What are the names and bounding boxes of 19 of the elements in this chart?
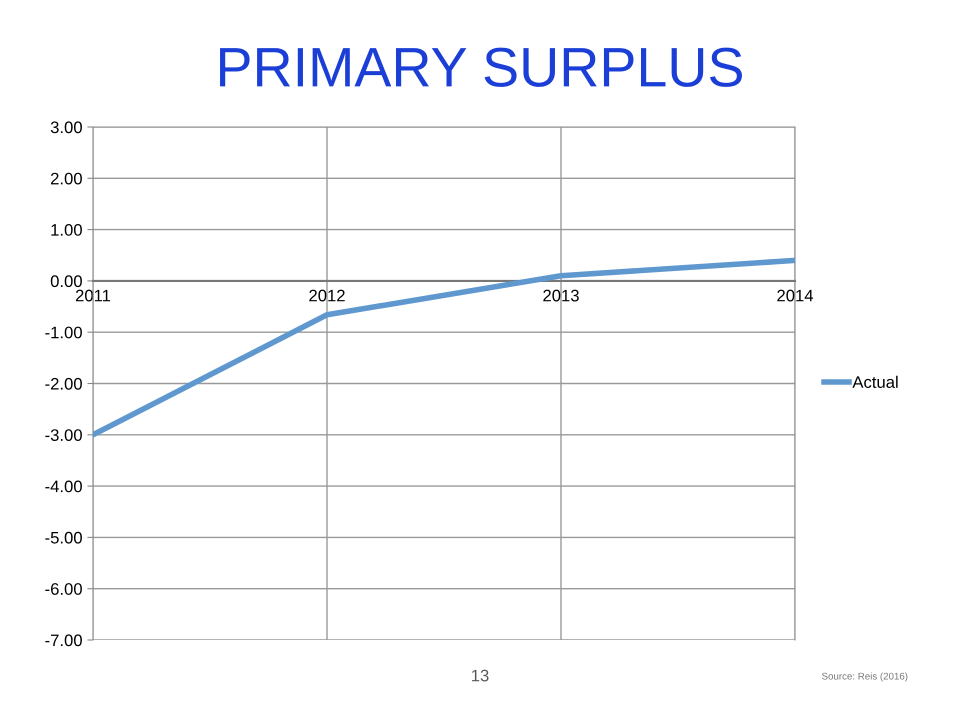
y-tick-label: -1.00 (45, 326, 82, 338)
legend-label: Actual (852, 376, 898, 388)
x-tick-label: 2013 (543, 290, 579, 302)
y-tick-label: -5.00 (45, 532, 82, 544)
y-tick-label: 2.00 (50, 172, 82, 185)
y-tick-label: -7.00 (45, 634, 82, 646)
y-tick-label: 0.00 (50, 275, 82, 288)
y-tick-label: -6.00 (45, 583, 82, 595)
source-note: Source: Reis (2016) (822, 672, 908, 682)
y-tick-label: 1.00 (51, 224, 82, 236)
chart-title: PRIMARY SURPLUS (220, 48, 742, 87)
y-tick-label: -3.00 (45, 429, 82, 442)
y-tick-label: -4.00 (45, 480, 82, 492)
y-tick-label: -2.00 (45, 378, 82, 390)
y-tick-label: 3.00 (50, 121, 82, 134)
x-tick-label: 2012 (309, 290, 345, 302)
x-tick-label: 2014 (777, 290, 814, 302)
text: 13 (472, 670, 489, 682)
x-tick-label: 2011 (76, 290, 110, 302)
